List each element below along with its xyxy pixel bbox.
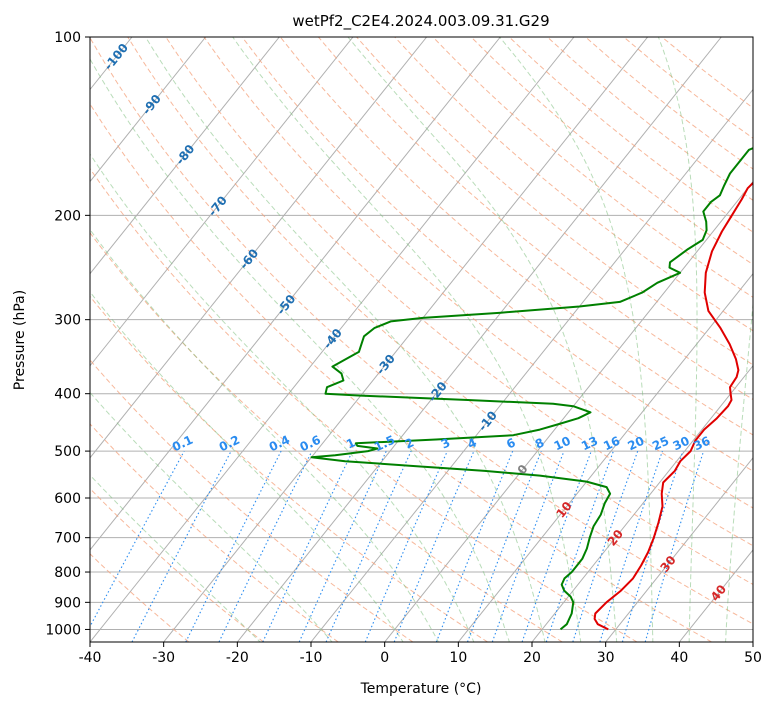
dry-adiabat [241,37,753,472]
mixing-ratio-label: 20 [625,434,646,454]
isotherm-line [90,37,575,642]
moist-adiabat [232,37,582,642]
y-tick-label: 900 [54,595,81,611]
moist-adiabat [90,474,261,642]
moist-adiabat [145,37,546,642]
dry-adiabat [90,423,339,642]
y-tick-label: 600 [54,491,81,507]
isotherm-line [531,364,753,642]
temperature-line [593,181,753,631]
isotherm-line [90,37,207,183]
dry-adiabat [90,103,712,642]
x-tick-label: -20 [226,650,249,666]
isotherm-line [605,457,753,642]
moist-adiabat [90,391,333,642]
y-tick-label: 1000 [45,622,81,638]
skewed-isotherms [90,37,753,642]
y-tick-label: 700 [54,531,81,547]
isotherm-line [457,272,753,642]
x-tick-label: 0 [380,650,389,666]
profile-series [310,147,753,631]
isotherm-line [384,180,753,642]
moist-adiabat [499,37,654,642]
moist-adiabat [90,228,440,642]
dry-adiabat [279,37,753,436]
y-tick-label: 100 [54,30,81,46]
dewpoint-line [310,147,753,631]
dry-adiabat [90,167,638,642]
mixing-ratio-line [131,450,232,642]
isotherm-line [163,37,649,642]
moist-adiabat [90,57,510,642]
isotherm-line [236,37,722,642]
y-axis-ticks: 100 200 300 400 500 600 700 800 900 1000 [45,30,90,638]
mixing-ratio-line [521,450,592,642]
x-tick-label: 40 [670,650,688,666]
moist-adiabat [725,299,753,642]
dry-adiabat [432,37,753,298]
x-tick-label: 50 [744,650,762,666]
chart-title: wetPf2_C2E4.2024.003.09.31.G29 [292,12,549,31]
x-tick-label: 10 [449,650,467,666]
isotherm-line [90,37,354,367]
moist-adiabat [90,291,404,642]
moist-adiabat [90,153,475,642]
mixing-ratio-line [325,450,412,642]
moist-adiabat [347,37,618,642]
y-tick-label: 300 [54,313,81,329]
isotherm-line [90,37,280,275]
mixing-ratio-label: 10 [552,434,573,454]
mixing-ratio-line [298,450,387,642]
y-axis-label: Pressure (hPa) [12,290,28,390]
mixing-ratio-line [218,450,313,642]
x-tick-label: -10 [300,650,323,666]
mixing-ratio-line [466,450,542,642]
mixing-ratio-label: 30 [671,434,692,454]
mixing-ratio-label: 36 [691,434,712,454]
mixing-ratio-line [572,450,639,642]
dry-adiabat [90,295,488,642]
mixing-ratio-line [393,450,475,642]
x-tick-label: -30 [152,650,175,666]
mixing-ratio-label: 13 [579,434,600,454]
mixing-ratio-line [262,450,353,642]
x-axis-ticks: -40 -30 -20 -10 0 10 20 30 40 50 [79,642,762,666]
mixing-ratio-line [545,450,614,642]
dry-adiabat [90,37,753,625]
isotherm-line [90,37,501,551]
x-axis-label: Temperature (°C) [360,681,482,697]
dry-adiabats [90,37,753,642]
isotherm-line [90,37,428,459]
x-tick-label: 20 [523,650,541,666]
isotherm-line [310,88,753,642]
dry-adiabat [165,37,753,547]
dry-adiabat [356,37,753,366]
x-tick-label: 30 [597,650,615,666]
mixing-ratio-line [185,450,282,642]
x-tick-label: -40 [79,650,102,666]
mixing-ratio-label: 25 [650,434,671,454]
y-tick-label: 200 [54,208,81,224]
moist-adiabats [90,37,753,642]
mixing-ratio-lines [90,450,705,642]
plot-frame [89,36,754,643]
y-tick-label: 400 [54,387,81,403]
plot-area: 0.1 0.2 0.4 0.6 1 1.5 2 3 4 6 8 10 13 16 20 25 30 36-100-… [90,37,753,642]
dry-adiabat [394,37,753,332]
dry-adiabat [90,359,414,642]
mixing-ratio-label: 16 [601,434,622,454]
dry-adiabat [90,487,264,642]
mixing-ratio-line [364,450,448,642]
y-tick-label: 800 [54,565,81,581]
mixing-ratio-line [90,450,185,628]
dry-adiabat [203,37,753,509]
moist-adiabat [657,37,698,642]
y-tick-label: 500 [54,444,81,460]
mixing-ratio-line [491,450,565,642]
dry-adiabat [90,553,190,642]
